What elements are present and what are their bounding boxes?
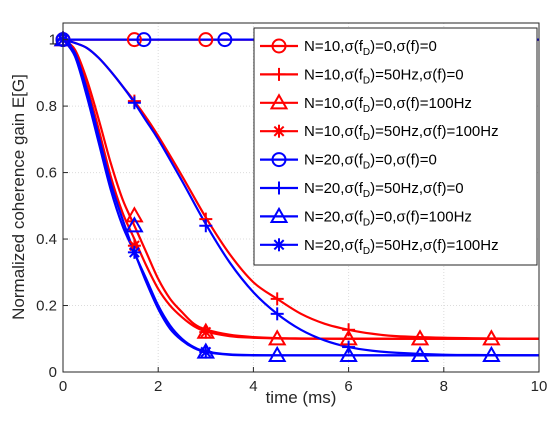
data-marker-series-7 (125, 216, 144, 233)
legend-entry-6: N=20,σ(fD)=50Hz,σ(f)=0 (260, 180, 464, 200)
legend-entry-5: N=20,σ(fD)=0,σ(f)=0 (260, 152, 437, 172)
data-marker-series-1 (198, 32, 214, 48)
legend-marker (272, 181, 286, 195)
data-marker-series-5 (217, 32, 233, 48)
y-axis-ticks: 0 0.2 0.4 0.6 0.8 1 (36, 32, 68, 381)
legend-marker (271, 38, 287, 54)
legend-marker (271, 152, 287, 168)
data-marker-series-6 (270, 307, 284, 321)
x-tick-label: 4 (249, 378, 257, 395)
x-tick-label: 10 (531, 378, 548, 395)
data-marker-series-7 (410, 345, 430, 363)
legend-label: N=20,σ(fD)=50Hz,σ(f)=100Hz (304, 237, 499, 257)
data-marker-series-7 (339, 345, 358, 363)
series-line-4 (62, 38, 539, 340)
series-line-6 (62, 38, 540, 357)
y-tick-label: 0 (49, 364, 57, 381)
legend-box (253, 27, 538, 266)
series-line-8 (62, 38, 539, 357)
x-tick-label: 0 (59, 378, 67, 395)
y-tick-label: 0.8 (36, 98, 57, 115)
legend-entry-3: N=10,σ(fD)=0,σ(f)=100Hz (260, 93, 472, 115)
data-marker-series-7 (267, 345, 287, 363)
legend-entry-1: N=10,σ(fD)=0,σ(f)=0 (260, 38, 437, 58)
legend-label: N=10,σ(fD)=0,σ(f)=0 (304, 38, 437, 58)
data-marker-series-3 (410, 329, 430, 346)
legend-label: N=10,σ(fD)=50Hz,σ(f)=100Hz (304, 123, 499, 143)
x-axis-ticks: 0 2 4 6 8 10 (59, 367, 548, 395)
legend-label: N=10,σ(fD)=50Hz,σ(f)=0 (304, 66, 464, 86)
data-marker-series-8 (127, 245, 141, 259)
legend-entry-4: N=10,σ(fD)=50Hz,σ(f)=100Hz (260, 123, 499, 143)
y-tick-label: 1 (49, 32, 57, 49)
x-tick-label: 2 (154, 378, 162, 395)
legend-marker (272, 67, 286, 81)
legend-marker (272, 238, 286, 252)
legend-marker (269, 206, 289, 224)
legend-entry-7: N=20,σ(fD)=0,σ(f)=100Hz (260, 206, 472, 228)
y-axis-label: Normalized coherence gain E[G] (9, 74, 28, 320)
legend-marker (272, 124, 286, 138)
data-marker-series-4 (199, 325, 213, 339)
y-tick-label: 0.6 (36, 165, 57, 182)
legend-label: N=20,σ(fD)=0,σ(f)=100Hz (304, 208, 472, 228)
data-marker-series-3 (125, 206, 144, 223)
data-marker-series-3 (267, 329, 287, 346)
axes-box (62, 22, 540, 373)
legend-label: N=10,σ(fD)=0,σ(f)=100Hz (304, 95, 472, 115)
legend: N=10,σ(fD)=0,σ(f)=0 N=10,σ(fD)=50Hz,σ(f)=… (253, 27, 538, 266)
y-tick-label: 0.2 (36, 298, 57, 315)
data-marker-series-5 (136, 32, 152, 48)
data-marker-series-3 (482, 329, 501, 346)
legend-label: N=20,σ(fD)=50Hz,σ(f)=0 (304, 180, 464, 200)
legend-entry-8: N=20,σ(fD)=50Hz,σ(f)=100Hz (260, 237, 499, 257)
y-tick-label: 0.4 (36, 231, 57, 248)
legend-entry-2: N=10,σ(fD)=50Hz,σ(f)=0 (260, 66, 464, 86)
x-tick-label: 6 (344, 378, 352, 395)
data-marker-series-8 (199, 345, 213, 359)
data-marker-series-6 (127, 96, 141, 110)
x-axis-label: time (ms) (266, 388, 337, 407)
data-marker-series-6 (199, 219, 213, 233)
x-tick-label: 8 (440, 378, 448, 395)
data-marker-series-1 (126, 32, 142, 48)
data-marker-series-7 (482, 345, 501, 363)
legend-marker (269, 93, 289, 110)
data-marker-series-2 (270, 292, 284, 306)
legend-label: N=20,σ(fD)=0,σ(f)=0 (304, 152, 437, 172)
